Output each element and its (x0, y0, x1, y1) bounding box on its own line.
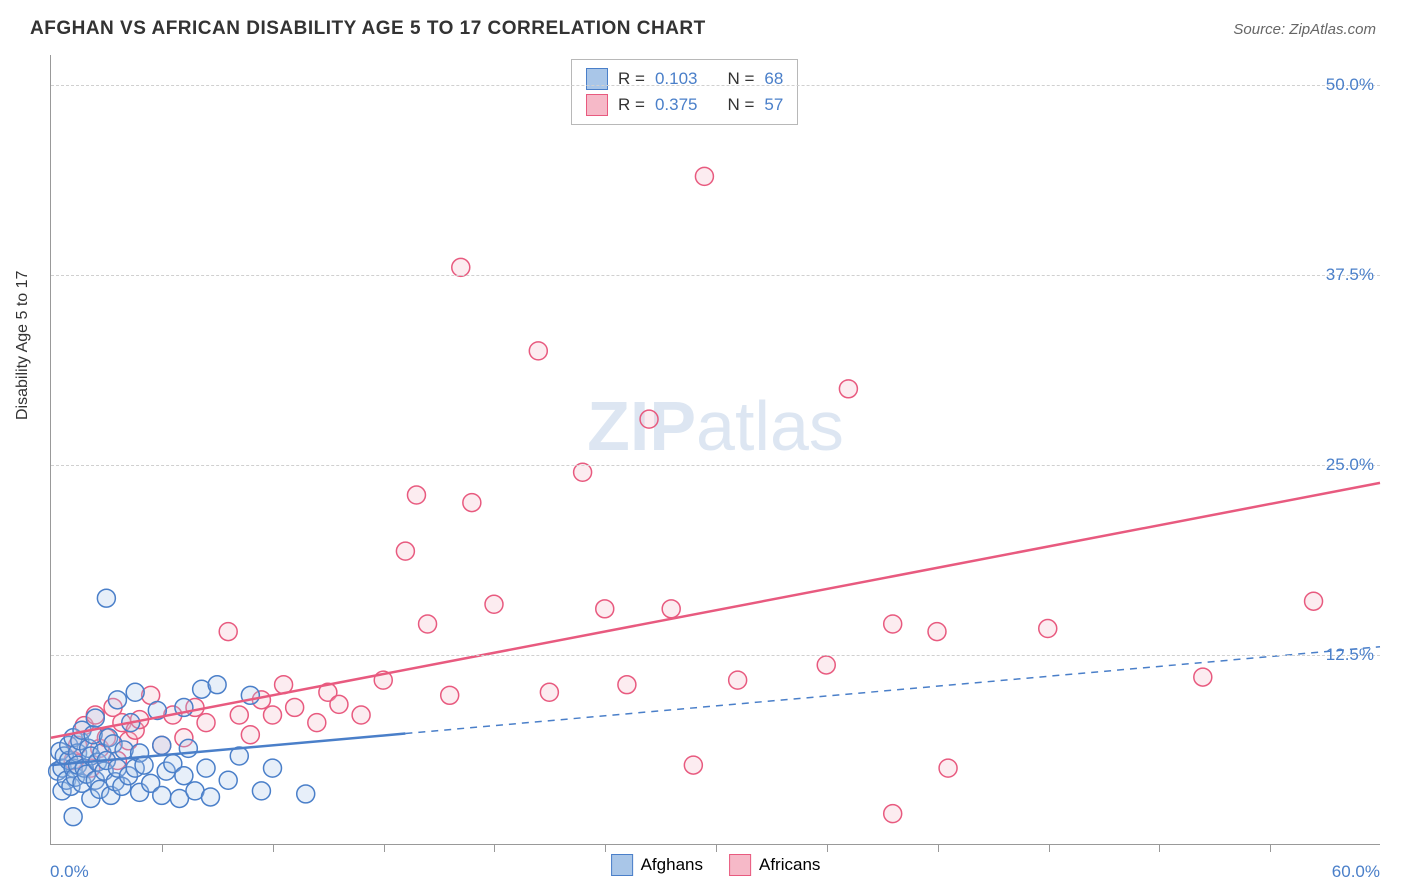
source-name: ZipAtlas.com (1289, 21, 1376, 38)
y-axis-label: Disability Age 5 to 17 (14, 271, 32, 420)
data-point (179, 739, 197, 757)
data-point (252, 782, 270, 800)
x-tick (827, 844, 828, 852)
x-tick (162, 844, 163, 852)
stats-row-africans: R = 0.375 N = 57 (586, 92, 783, 118)
data-point (241, 726, 259, 744)
data-point (297, 785, 315, 803)
x-tick (1270, 844, 1271, 852)
bottom-legend: Afghans Africans (611, 854, 821, 876)
stats-row-afghans: R = 0.103 N = 68 (586, 66, 783, 92)
legend-label-africans: Africans (759, 855, 820, 875)
data-point (286, 698, 304, 716)
data-point (153, 786, 171, 804)
data-point (264, 759, 282, 777)
data-point (230, 706, 248, 724)
grid-line (51, 465, 1380, 466)
data-point (330, 695, 348, 713)
stats-legend-box: R = 0.103 N = 68 R = 0.375 N = 57 (571, 59, 798, 125)
data-point (1039, 620, 1057, 638)
x-min-label: 0.0% (50, 862, 89, 882)
data-point (939, 759, 957, 777)
x-tick (1049, 844, 1050, 852)
legend-label-afghans: Afghans (641, 855, 703, 875)
data-point (485, 595, 503, 613)
data-point (452, 258, 470, 276)
x-tick (605, 844, 606, 852)
stat-r-label-2: R = (618, 95, 645, 115)
data-point (97, 589, 115, 607)
data-point (884, 615, 902, 633)
data-point (839, 380, 857, 398)
chart-header: AFGHAN VS AFRICAN DISABILITY AGE 5 TO 17… (0, 0, 1406, 48)
data-point (197, 714, 215, 732)
source-prefix: Source: (1233, 21, 1289, 38)
data-point (684, 756, 702, 774)
scatter-chart: ZIPatlas R = 0.103 N = 68 R = 0.375 N = … (50, 55, 1380, 845)
legend-swatch-africans (729, 854, 751, 876)
legend-item-afghans: Afghans (611, 854, 703, 876)
data-point (817, 656, 835, 674)
data-point (201, 788, 219, 806)
x-tick (273, 844, 274, 852)
data-point (86, 709, 104, 727)
data-point (1305, 592, 1323, 610)
stat-n-africans: 57 (764, 95, 783, 115)
data-point (463, 494, 481, 512)
data-point (396, 542, 414, 560)
data-point (884, 805, 902, 823)
swatch-afghans (586, 68, 608, 90)
data-point (419, 615, 437, 633)
data-point (729, 671, 747, 689)
legend-swatch-afghans (611, 854, 633, 876)
data-point (695, 167, 713, 185)
data-point (441, 686, 459, 704)
x-tick (938, 844, 939, 852)
data-point (308, 714, 326, 732)
data-point (407, 486, 425, 504)
x-tick (384, 844, 385, 852)
data-point (540, 683, 558, 701)
data-point (108, 691, 126, 709)
data-point (640, 410, 658, 428)
plot-svg (51, 55, 1380, 844)
stat-n-label-2: N = (727, 95, 754, 115)
stat-r-africans: 0.375 (655, 95, 698, 115)
data-point (64, 808, 82, 826)
data-point (175, 767, 193, 785)
y-tick-label: 12.5% (1326, 645, 1374, 665)
data-point (153, 736, 171, 754)
data-point (352, 706, 370, 724)
data-point (928, 623, 946, 641)
data-point (529, 342, 547, 360)
legend-item-africans: Africans (729, 854, 820, 876)
x-tick (494, 844, 495, 852)
data-point (219, 771, 237, 789)
y-tick-label: 37.5% (1326, 265, 1374, 285)
data-point (219, 623, 237, 641)
data-point (596, 600, 614, 618)
data-point (662, 600, 680, 618)
x-tick (716, 844, 717, 852)
grid-line (51, 275, 1380, 276)
data-point (618, 676, 636, 694)
x-max-label: 60.0% (1332, 862, 1380, 882)
chart-source: Source: ZipAtlas.com (1233, 21, 1376, 38)
data-point (264, 706, 282, 724)
grid-line (51, 85, 1380, 86)
grid-line (51, 655, 1380, 656)
y-tick-label: 25.0% (1326, 455, 1374, 475)
y-tick-label: 50.0% (1326, 75, 1374, 95)
data-point (126, 683, 144, 701)
data-point (197, 759, 215, 777)
data-point (1194, 668, 1212, 686)
chart-title: AFGHAN VS AFRICAN DISABILITY AGE 5 TO 17… (30, 18, 706, 40)
x-tick (1159, 844, 1160, 852)
data-point (135, 756, 153, 774)
data-point (208, 676, 226, 694)
swatch-africans (586, 94, 608, 116)
